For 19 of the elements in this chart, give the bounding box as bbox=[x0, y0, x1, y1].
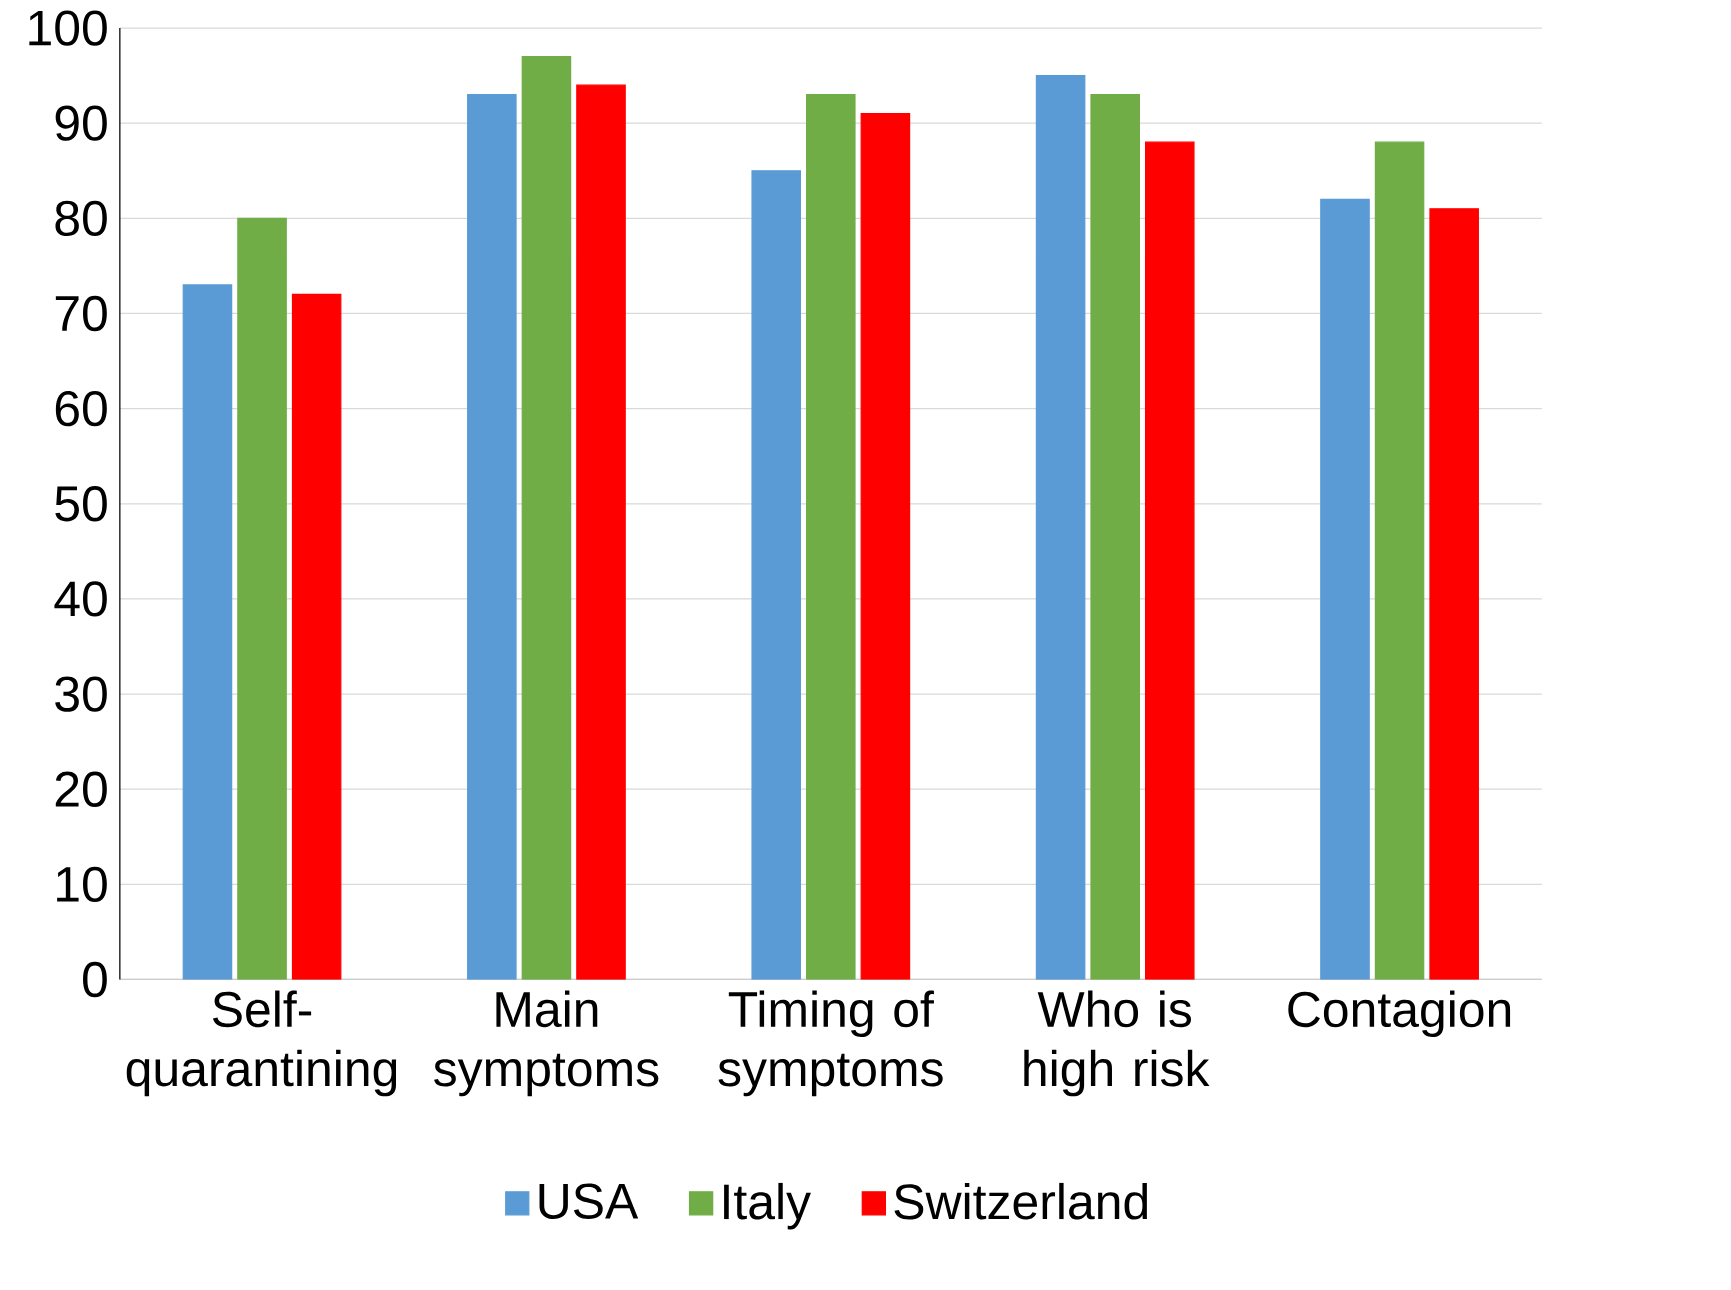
x-tick-label: Main symptoms bbox=[434, 990, 659, 1097]
y-tick-label: 100 bbox=[29, 10, 107, 46]
y-tick-label: 30 bbox=[55, 676, 107, 712]
legend-label: Switzerland bbox=[894, 1182, 1148, 1220]
legend-label: Italy bbox=[724, 1182, 811, 1230]
y-tick-label: 20 bbox=[55, 771, 107, 807]
legend-label: USA bbox=[539, 1183, 639, 1219]
y-tick-label: 70 bbox=[55, 295, 107, 332]
x-tick-label: Self-quarantining bbox=[126, 990, 397, 1097]
y-tick-label: 10 bbox=[57, 866, 107, 902]
y-tick-label: 0 bbox=[83, 961, 107, 998]
y-tick-label: 80 bbox=[55, 200, 107, 236]
y-tick-label: 50 bbox=[55, 486, 107, 522]
y-tick-label: 90 bbox=[55, 105, 107, 141]
y-tick-label: 60 bbox=[55, 390, 107, 427]
y-tick-label: 40 bbox=[54, 581, 107, 617]
x-tick-label: Contagion bbox=[1288, 990, 1511, 1037]
x-tick-label: Timing of symptoms bbox=[718, 990, 943, 1097]
x-tick-label: Who is high risk bbox=[1024, 990, 1210, 1097]
